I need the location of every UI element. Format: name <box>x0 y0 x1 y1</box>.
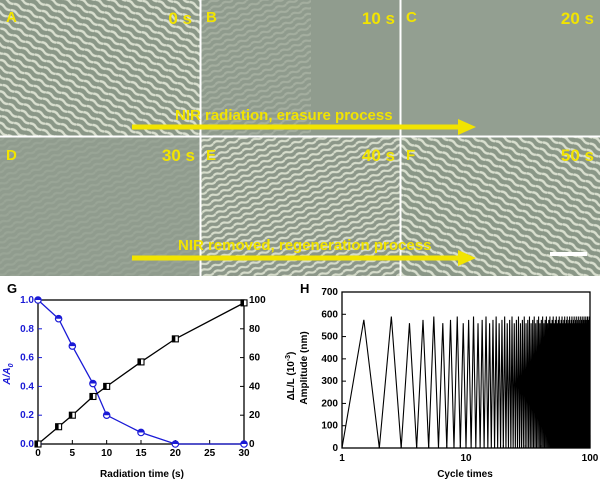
chart-g-point-circle-fill <box>137 429 145 433</box>
chart-g-left-ytick-label: 0.2 <box>20 410 34 421</box>
chart-g-frame <box>37 299 245 445</box>
erasure-arrow-head <box>458 119 476 135</box>
chart-g-right-ylabel-part3: -3 <box>285 355 292 361</box>
chart-h-xlabel: Cycle times <box>437 469 493 480</box>
chart-h-ytick-label: 100 <box>321 421 338 432</box>
chart-g-point-circle-fill <box>89 380 97 384</box>
chart-g-right-ytick-label: 60 <box>249 353 261 364</box>
chart-g-xtick-label: 0 <box>35 448 41 459</box>
chart-h-ytick-label: 0 <box>332 443 338 454</box>
chart-g-left-ylabel-part3: A <box>2 367 13 375</box>
chart-g-right-ylabel-part2: (10 <box>286 361 297 379</box>
chart-g-xtick-label: 5 <box>70 448 76 459</box>
chart-g-left-ylabel-part1: A <box>2 377 13 385</box>
chart-g-xtick-label: 20 <box>170 448 182 459</box>
panel-f-letter: F <box>406 147 415 164</box>
chart-g-point-square-fill <box>89 393 93 400</box>
chart-g-point-square-fill <box>55 423 59 430</box>
chart-h-ytick-label: 300 <box>321 376 338 387</box>
chart-h-series-line <box>341 316 591 449</box>
regeneration-arrow-head <box>458 250 476 266</box>
panel-b-letter: B <box>206 9 217 26</box>
panel-a-letter: A <box>6 9 17 26</box>
panel-e-time: 40 s <box>362 146 395 165</box>
panel-c-image <box>401 0 600 136</box>
chart-h-ytick-label: 400 <box>321 354 338 365</box>
chart-g-xtick-label: 10 <box>101 448 113 459</box>
chart-g-left-ylabel-part2: / <box>2 373 13 378</box>
panel-d-time: 30 s <box>162 146 195 165</box>
chart-g-point-circle-fill <box>55 315 62 319</box>
chart-g-right-ytick-label: 0 <box>249 439 255 450</box>
chart-g-point-square-fill <box>35 441 38 447</box>
chart-g-point-circle-fill <box>240 440 248 444</box>
panel-a-time: 0 s <box>168 9 192 28</box>
panel-a-image <box>0 0 200 136</box>
chart-h-xtick-label: 100 <box>582 453 599 464</box>
chart-g-xtick-label: 25 <box>204 448 216 459</box>
chart-h-xtick-label: 1 <box>339 453 345 464</box>
chart-g-right-ylabel-part1: ΔL/L <box>286 378 297 400</box>
chart-g-left-ytick-label: 0.6 <box>20 353 34 364</box>
chart-h-ylabel: Amplitude (nm) <box>300 331 310 404</box>
chart-g-xtick-label: 30 <box>238 448 250 459</box>
chart-g-left-ylabel-part4: 0 <box>8 363 15 367</box>
chart-h-ytick-label: 600 <box>321 309 338 320</box>
chart-g-point-square-fill <box>69 412 73 419</box>
chart-h-ytick-label: 700 <box>321 287 338 298</box>
chart-g-point-square-fill <box>138 358 141 365</box>
chart-g-right-ytick-label: 80 <box>249 324 261 335</box>
panel-d-faint-stripes <box>0 137 200 276</box>
panel-c-time: 20 s <box>561 9 594 28</box>
chart-h: H 1 10 100 0 100 200 300 400 500 600 700 Cycle tim… <box>300 281 599 480</box>
regeneration-banner: NIR removed, regeneration process <box>178 237 431 254</box>
scale-bar <box>550 252 587 256</box>
chart-g-right-ylabel: ΔL/L (10-3) <box>285 352 297 401</box>
chart-h-xtick-label: 10 <box>460 453 472 464</box>
chart-g-right-ytick-label: 40 <box>249 381 261 392</box>
chart-g: G 0 5 10 15 20 25 30 0.0 0.2 0.4 0.6 0.8 1.0 0 20 40 60 8… <box>2 281 297 480</box>
panel-e-letter: E <box>206 147 216 164</box>
chart-g-left-ytick-label: 0.0 <box>20 439 34 450</box>
panel-b-time: 10 s <box>362 9 395 28</box>
chart-g-series-line-1 <box>37 302 245 445</box>
chart-g-point-circle-fill <box>172 440 179 444</box>
chart-g-xlabel: Radiation time (s) <box>100 469 184 480</box>
chart-g-point-square-fill <box>241 299 244 306</box>
chart-g-point-square-fill <box>103 383 107 390</box>
panel-b-residual-stripes <box>201 0 311 136</box>
chart-g-point-circle-fill <box>69 342 76 347</box>
erasure-banner: NIR radiation, erasure process <box>175 107 393 124</box>
chart-g-right-ytick-label: 20 <box>249 410 261 421</box>
panel-d-letter: D <box>6 147 17 164</box>
chart-g-left-ytick-label: 0.8 <box>20 324 34 335</box>
chart-g-left-ytick-label: 0.4 <box>20 381 34 392</box>
chart-g-panel-letter: G <box>7 281 17 296</box>
micrograph-mosaic: A B C D E F 0 s 10 s 20 s 30 s 40 s 50 s… <box>0 0 600 276</box>
chart-g-right-ylabel-part4: ) <box>286 352 297 355</box>
chart-g-right-ytick-label: 100 <box>249 295 266 306</box>
chart-h-panel-letter: H <box>300 281 309 296</box>
chart-g-xtick-label: 15 <box>135 448 147 459</box>
chart-g-left-ylabel: A/A0 <box>2 363 15 385</box>
chart-g-point-circle-fill <box>103 412 110 416</box>
chart-g-point-circle-fill <box>34 296 42 300</box>
panel-e-image <box>201 137 400 276</box>
chart-h-ytick-label: 200 <box>321 398 338 409</box>
chart-g-point-square-fill <box>172 335 176 342</box>
panel-c-letter: C <box>406 9 417 26</box>
panel-f-time: 50 s <box>561 146 594 165</box>
chart-g-left-ytick-label: 1.0 <box>20 295 34 306</box>
chart-h-ytick-label: 500 <box>321 332 338 343</box>
chart-g-series-line-0 <box>37 299 244 445</box>
